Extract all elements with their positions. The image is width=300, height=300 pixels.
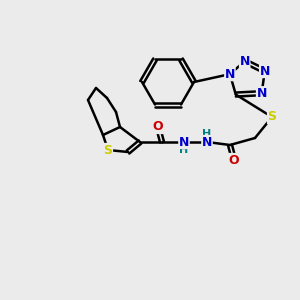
Text: N: N: [239, 55, 250, 68]
Text: O: O: [153, 121, 163, 134]
Text: N: N: [225, 68, 235, 81]
Text: S: S: [103, 143, 112, 157]
Text: N: N: [179, 136, 189, 148]
Text: S: S: [268, 110, 277, 124]
Text: H: H: [179, 145, 189, 155]
Text: N: N: [260, 64, 270, 78]
Text: H: H: [202, 129, 211, 139]
Text: N: N: [202, 136, 212, 148]
Text: O: O: [229, 154, 239, 166]
Text: N: N: [256, 87, 267, 100]
